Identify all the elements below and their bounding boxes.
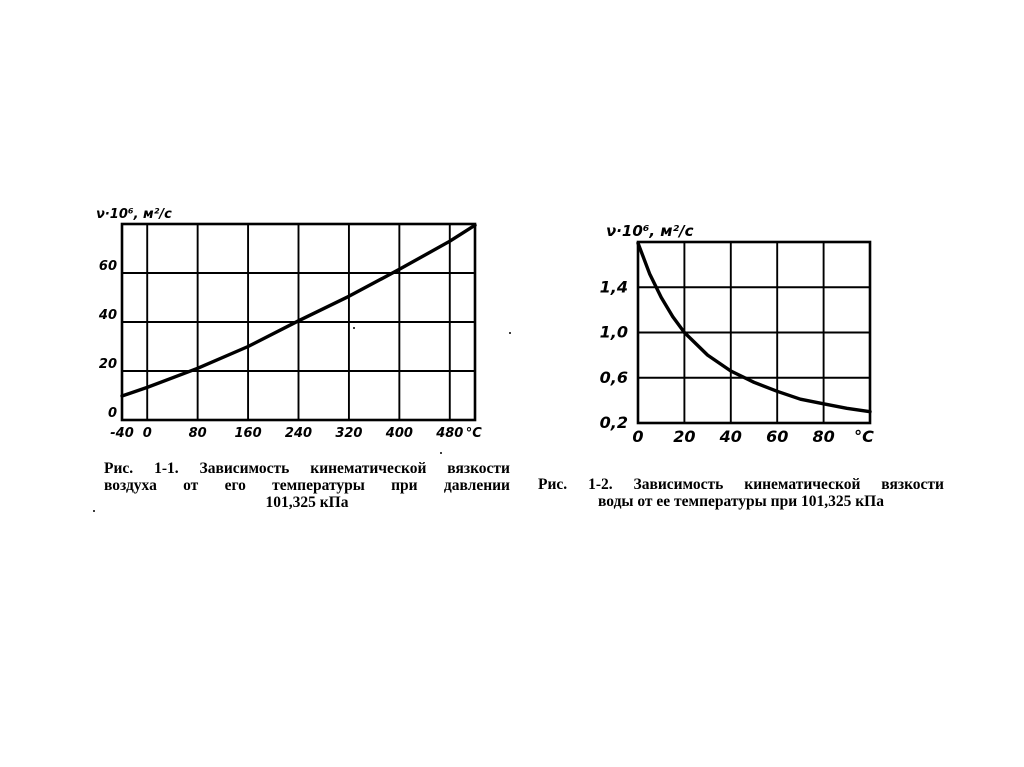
y-tick-label: 0,6 xyxy=(600,368,628,387)
caption-word: 1-1. xyxy=(154,460,179,477)
caption-word: вязкости xyxy=(881,476,944,493)
x-unit-label: °C xyxy=(854,427,874,446)
chart1-caption: Рис. 1-1. Зависимость кинематической вязкост… xyxy=(104,460,510,511)
scan-speck xyxy=(509,332,511,334)
caption-word: Зависимость xyxy=(199,460,290,477)
chart1-caption-line-1: Рис. 1-1. Зависимость кинематической вязкост… xyxy=(104,460,510,477)
water-viscosity-chart: ν·10⁶, м²/с 0 20 40 60 80 °C 0,2 0,6 1,0 1,4 xyxy=(600,222,874,446)
caption-word: давлении xyxy=(443,477,510,494)
x-tick-label: 0 xyxy=(632,427,643,446)
y-tick-label: 0 xyxy=(108,406,117,421)
caption-word: при xyxy=(391,477,418,494)
scan-speck xyxy=(93,510,95,512)
x-tick-label: 320 xyxy=(335,426,362,441)
chart1-ylabel: ν·10⁶, м²/с xyxy=(96,207,172,222)
chart1-caption-line-2: воздуха от его температуры при давлении xyxy=(104,477,510,494)
chart2-y-ticks: 0,2 0,6 1,0 1,4 xyxy=(600,277,628,432)
caption-word: кинематической xyxy=(744,476,861,493)
x-tick-label: 480 xyxy=(435,426,463,441)
x-tick-label: 80 xyxy=(189,426,207,441)
x-tick-label: 240 xyxy=(285,426,312,441)
x-tick-label: 400 xyxy=(385,426,413,441)
chart2-ylabel: ν·10⁶, м²/с xyxy=(606,222,694,240)
caption-word: температуры xyxy=(272,477,365,494)
caption-word: 1-2. xyxy=(588,476,613,493)
scan-speck xyxy=(440,452,442,454)
caption-word: его xyxy=(224,477,246,494)
air-viscosity-chart: ν·10⁶, м²/с -40 0 80 160 240 320 400 480 °C 0 20 4… xyxy=(96,207,482,441)
y-tick-label: 40 xyxy=(98,308,117,323)
caption-word: вязкости xyxy=(447,460,510,477)
y-tick-label: 20 xyxy=(99,357,117,372)
chart1-caption-line-3: 101,325 кПа xyxy=(265,494,349,511)
caption-word: Рис. xyxy=(104,460,134,477)
caption-word: кинематической xyxy=(310,460,427,477)
caption-word: от xyxy=(183,477,199,494)
x-tick-label: 160 xyxy=(235,426,262,441)
chart2-x-ticks: 0 20 40 60 80 °C xyxy=(632,427,874,446)
x-tick-label: -40 xyxy=(110,426,134,441)
x-tick-label: 60 xyxy=(766,427,788,446)
y-tick-label: 0,2 xyxy=(600,413,628,432)
caption-word: воздуха xyxy=(104,477,157,494)
x-unit-label: °C xyxy=(466,426,483,441)
x-tick-label: 80 xyxy=(812,427,834,446)
y-tick-label: 1,0 xyxy=(600,323,628,342)
chart2-caption-line-2: воды от ее температуры при 101,325 кПа xyxy=(598,493,884,510)
chart1-x-ticks: -40 0 80 160 240 320 400 480 °C xyxy=(110,426,482,441)
chart2-caption-line-1: Рис. 1-2. Зависимость кинематической вязкост… xyxy=(538,476,944,493)
x-tick-label: 20 xyxy=(673,427,695,446)
chart2-grid xyxy=(638,242,870,423)
y-tick-label: 1,4 xyxy=(600,277,628,296)
scan-speck xyxy=(353,327,355,329)
x-tick-label: 0 xyxy=(143,426,152,441)
caption-word: Рис. xyxy=(538,476,568,493)
y-tick-label: 60 xyxy=(99,259,117,274)
x-tick-label: 40 xyxy=(719,427,742,446)
chart1-series-line xyxy=(120,223,477,398)
chart2-series-line xyxy=(636,241,872,414)
chart2-caption: Рис. 1-2. Зависимость кинематической вязкост… xyxy=(538,476,944,510)
caption-word: Зависимость xyxy=(633,476,724,493)
chart1-y-ticks: 0 20 40 60 xyxy=(98,259,117,421)
